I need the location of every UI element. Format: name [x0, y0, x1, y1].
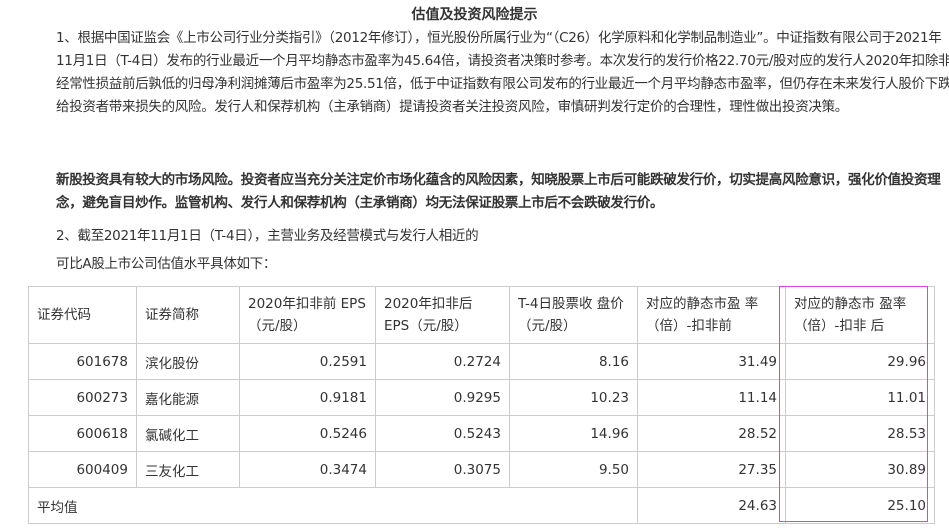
table-cell: 滨化股份 [136, 343, 240, 380]
table-cell: 28.52 [637, 415, 786, 452]
table-row: 600618 氯碱化工 0.5246 0.5243 14.96 28.52 28.53 [28, 415, 935, 452]
table-cell: 0.5246 [239, 415, 376, 452]
paragraph-1: 1、根据中国证监会《上市公司行业分类指引》（2012年修订），恒光股份所属行业为… [56, 30, 949, 115]
table-cell: 0.5243 [375, 415, 510, 452]
header-cell: 证券代码 [28, 286, 137, 344]
header-cell: 对应的静态市盈 率（倍）-扣非前 [637, 286, 786, 344]
table-cell: 三友化工 [136, 451, 240, 488]
table-cell: 30.89 [785, 451, 935, 488]
table-cell: 8.16 [509, 343, 638, 380]
table-cell: 0.3474 [239, 451, 376, 488]
valuation-table: 证券代码 证券简称 2020年扣非前 EPS（元/股） 2020年扣非后 EPS… [28, 286, 935, 524]
table-cell: 29.96 [785, 343, 935, 380]
header-cell: 2020年扣非后 EPS（元/股） [375, 286, 510, 344]
table-cell: 600618 [28, 415, 137, 452]
table-cell: 9.50 [509, 451, 638, 488]
table-cell: 600273 [28, 379, 137, 416]
table-cell: 0.9295 [375, 379, 510, 416]
average-row: 平均值 24.63 25.10 [28, 487, 935, 524]
table-cell: 10.23 [509, 379, 638, 416]
table-cell: 氯碱化工 [136, 415, 240, 452]
table-cell: 600409 [28, 451, 137, 488]
average-pe-before: 24.63 [637, 487, 786, 524]
table-cell: 0.2591 [239, 343, 376, 380]
paragraph-risk: 新股投资具有较大的市场风险。投资者应当充分关注定价市场化蕴含的风险因素，知晓股票… [56, 172, 941, 211]
average-label: 平均值 [28, 487, 638, 524]
table-header-row: 证券代码 证券简称 2020年扣非前 EPS（元/股） 2020年扣非后 EPS… [28, 286, 935, 344]
table-cell: 0.9181 [239, 379, 376, 416]
paragraph-2: 2、截至2021年11月1日（T-4日），主营业务及经营模式与发行人相近的 [56, 228, 479, 244]
table-cell: 27.35 [637, 451, 786, 488]
table-cell: 31.49 [637, 343, 786, 380]
header-cell: 2020年扣非前 EPS（元/股） [239, 286, 376, 344]
header-cell: 证券简称 [136, 286, 240, 344]
header-cell: 对应的静态市 盈率（倍）-扣非 后 [785, 286, 935, 344]
table-row: 601678 滨化股份 0.2591 0.2724 8.16 31.49 29.96 [28, 343, 935, 380]
table-cell: 11.14 [637, 379, 786, 416]
table-row: 600409 三友化工 0.3474 0.3075 9.50 27.35 30.89 [28, 451, 935, 488]
table-cell: 0.2724 [375, 343, 510, 380]
average-pe-after: 25.10 [785, 487, 935, 524]
table-cell: 0.3075 [375, 451, 510, 488]
table-cell: 嘉化能源 [136, 379, 240, 416]
paragraph-3: 可比A股上市公司估值水平具体如下： [56, 256, 277, 272]
table-row: 600273 嘉化能源 0.9181 0.9295 10.23 11.14 11.01 [28, 379, 935, 416]
table-cell: 28.53 [785, 415, 935, 452]
table-cell: 601678 [28, 343, 137, 380]
header-cell: T-4日股票收 盘价（元/股） [509, 286, 638, 344]
section-title: 估值及投资风险提示 [411, 7, 538, 23]
table-cell: 11.01 [785, 379, 935, 416]
table-cell: 14.96 [509, 415, 638, 452]
